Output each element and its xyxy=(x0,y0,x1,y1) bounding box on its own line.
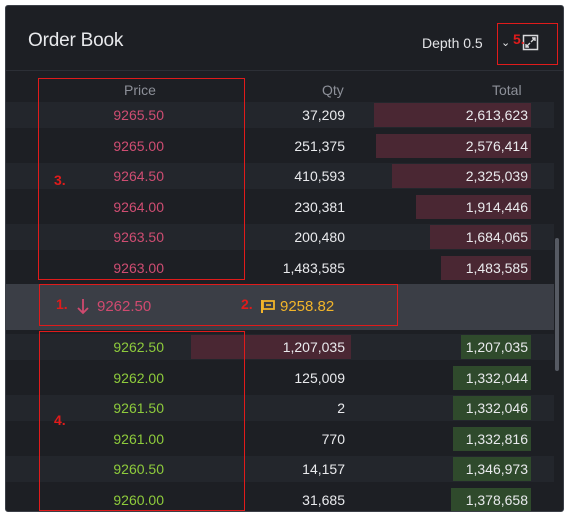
annotation-label-3: 3. xyxy=(54,172,66,188)
annotation-label-2: 2. xyxy=(241,296,253,312)
bid-total: 1,207,035 xyxy=(465,339,528,355)
ask-total: 2,325,039 xyxy=(465,168,528,184)
annotation-label-1: 1. xyxy=(56,296,68,312)
depth-selector[interactable]: Depth 0.5 xyxy=(422,35,483,51)
bid-price: 9261.50 xyxy=(113,400,164,416)
bid-depth-bar xyxy=(453,457,531,481)
ask-price: 9264.50 xyxy=(113,168,164,184)
bid-depth-bar xyxy=(453,365,531,390)
ask-row[interactable]: 9263.00 1,483,585 1,483,585 xyxy=(6,255,554,281)
bid-qty: 125,009 xyxy=(294,369,345,386)
ask-depth-bar xyxy=(392,164,531,188)
ask-depth-bar xyxy=(441,255,531,280)
order-book-header: Order Book Depth 0.5 ⌄ xyxy=(6,6,563,71)
last-price: 9262.50 xyxy=(97,298,152,315)
bid-total: 1,332,044 xyxy=(465,369,528,386)
annotation-label-4: 4. xyxy=(54,412,66,428)
bid-price: 9261.00 xyxy=(113,430,164,447)
annotation-box-5 xyxy=(497,23,558,65)
bid-depth-bar xyxy=(453,396,531,420)
bid-qty: 770 xyxy=(321,430,345,447)
bid-price: 9260.00 xyxy=(113,491,164,508)
annotation-box-4 xyxy=(39,331,245,511)
bid-total: 1,332,816 xyxy=(465,430,528,447)
ask-qty: 200,480 xyxy=(294,229,345,245)
bid-qty-highlight xyxy=(191,335,351,359)
ask-total: 1,483,585 xyxy=(465,259,528,276)
bid-row[interactable]: 9262.00 125,009 1,332,044 xyxy=(6,365,554,391)
ask-price: 9264.00 xyxy=(113,198,164,215)
ask-depth-bar xyxy=(416,194,531,219)
bid-price: 9262.50 xyxy=(113,339,164,355)
bid-row[interactable]: 9260.00 31,685 1,378,658 xyxy=(6,487,554,511)
ask-qty: 410,593 xyxy=(294,168,345,184)
ask-row[interactable]: 9265.00 251,375 2,576,414 xyxy=(6,133,554,159)
annotation-box-1-2 xyxy=(39,284,398,326)
bid-qty: 31,685 xyxy=(302,491,345,508)
ask-row[interactable]: 9263.50 200,480 1,684,065 xyxy=(6,224,554,250)
flag-icon xyxy=(261,300,275,313)
bid-qty: 2 xyxy=(337,400,345,416)
ask-price: 9265.50 xyxy=(113,107,164,123)
bid-row[interactable]: 9262.50 1,207,035 1,207,035 xyxy=(6,334,554,360)
page-title: Order Book xyxy=(28,30,124,51)
bid-total: 1,346,973 xyxy=(465,461,528,477)
order-book-panel: Order Book Depth 0.5 ⌄ Price Qty Total 9… xyxy=(5,5,564,512)
ask-price: 9263.00 xyxy=(113,259,164,276)
ask-depth-bar xyxy=(430,225,531,249)
ask-price: 9265.00 xyxy=(113,137,164,154)
column-header-qty: Qty xyxy=(322,82,344,98)
ask-row[interactable]: 9264.00 230,381 1,914,446 xyxy=(6,194,554,220)
bid-row[interactable]: 9261.50 2 1,332,046 xyxy=(6,395,554,421)
bid-qty: 14,157 xyxy=(302,461,345,477)
bid-row[interactable]: 9260.50 14,157 1,346,973 xyxy=(6,456,554,482)
ask-qty: 37,209 xyxy=(302,107,345,123)
chevron-down-icon[interactable]: ⌄ xyxy=(501,37,511,49)
bid-qty: 1,207,035 xyxy=(282,339,345,355)
bid-price: 9262.00 xyxy=(113,369,164,386)
ask-total: 1,914,446 xyxy=(465,198,528,215)
scrollbar[interactable] xyxy=(555,238,559,371)
annotation-box-3 xyxy=(38,78,245,280)
bid-total: 1,332,046 xyxy=(465,400,528,416)
ask-row[interactable]: 9264.50 410,593 2,325,039 xyxy=(6,163,554,189)
ask-depth-bar xyxy=(376,133,531,158)
column-header-total: Total xyxy=(492,82,522,98)
ask-depth-bar xyxy=(374,103,531,127)
ask-price: 9263.50 xyxy=(113,229,164,245)
ask-qty: 251,375 xyxy=(294,137,345,154)
ask-total: 2,613,623 xyxy=(465,107,528,123)
mark-price: 9258.82 xyxy=(280,298,335,315)
annotation-label-5: 5. xyxy=(513,31,525,47)
bid-depth-bar xyxy=(453,426,531,451)
ask-row[interactable]: 9265.50 37,209 2,613,623 xyxy=(6,102,554,128)
ask-qty: 230,381 xyxy=(294,198,345,215)
ask-total: 2,576,414 xyxy=(465,137,528,154)
bid-depth-bar xyxy=(451,487,531,511)
expand-icon[interactable] xyxy=(522,34,539,51)
bid-depth-bar xyxy=(461,335,531,359)
arrow-down-icon xyxy=(77,299,89,315)
bid-total: 1,378,658 xyxy=(465,491,528,508)
bid-price: 9260.50 xyxy=(113,461,164,477)
ask-qty: 1,483,585 xyxy=(282,259,345,276)
bid-row[interactable]: 9261.00 770 1,332,816 xyxy=(6,426,554,452)
column-header-price: Price xyxy=(124,82,156,98)
spread-row: 9262.50 9258.82 xyxy=(6,284,554,330)
ask-total: 1,684,065 xyxy=(465,229,528,245)
